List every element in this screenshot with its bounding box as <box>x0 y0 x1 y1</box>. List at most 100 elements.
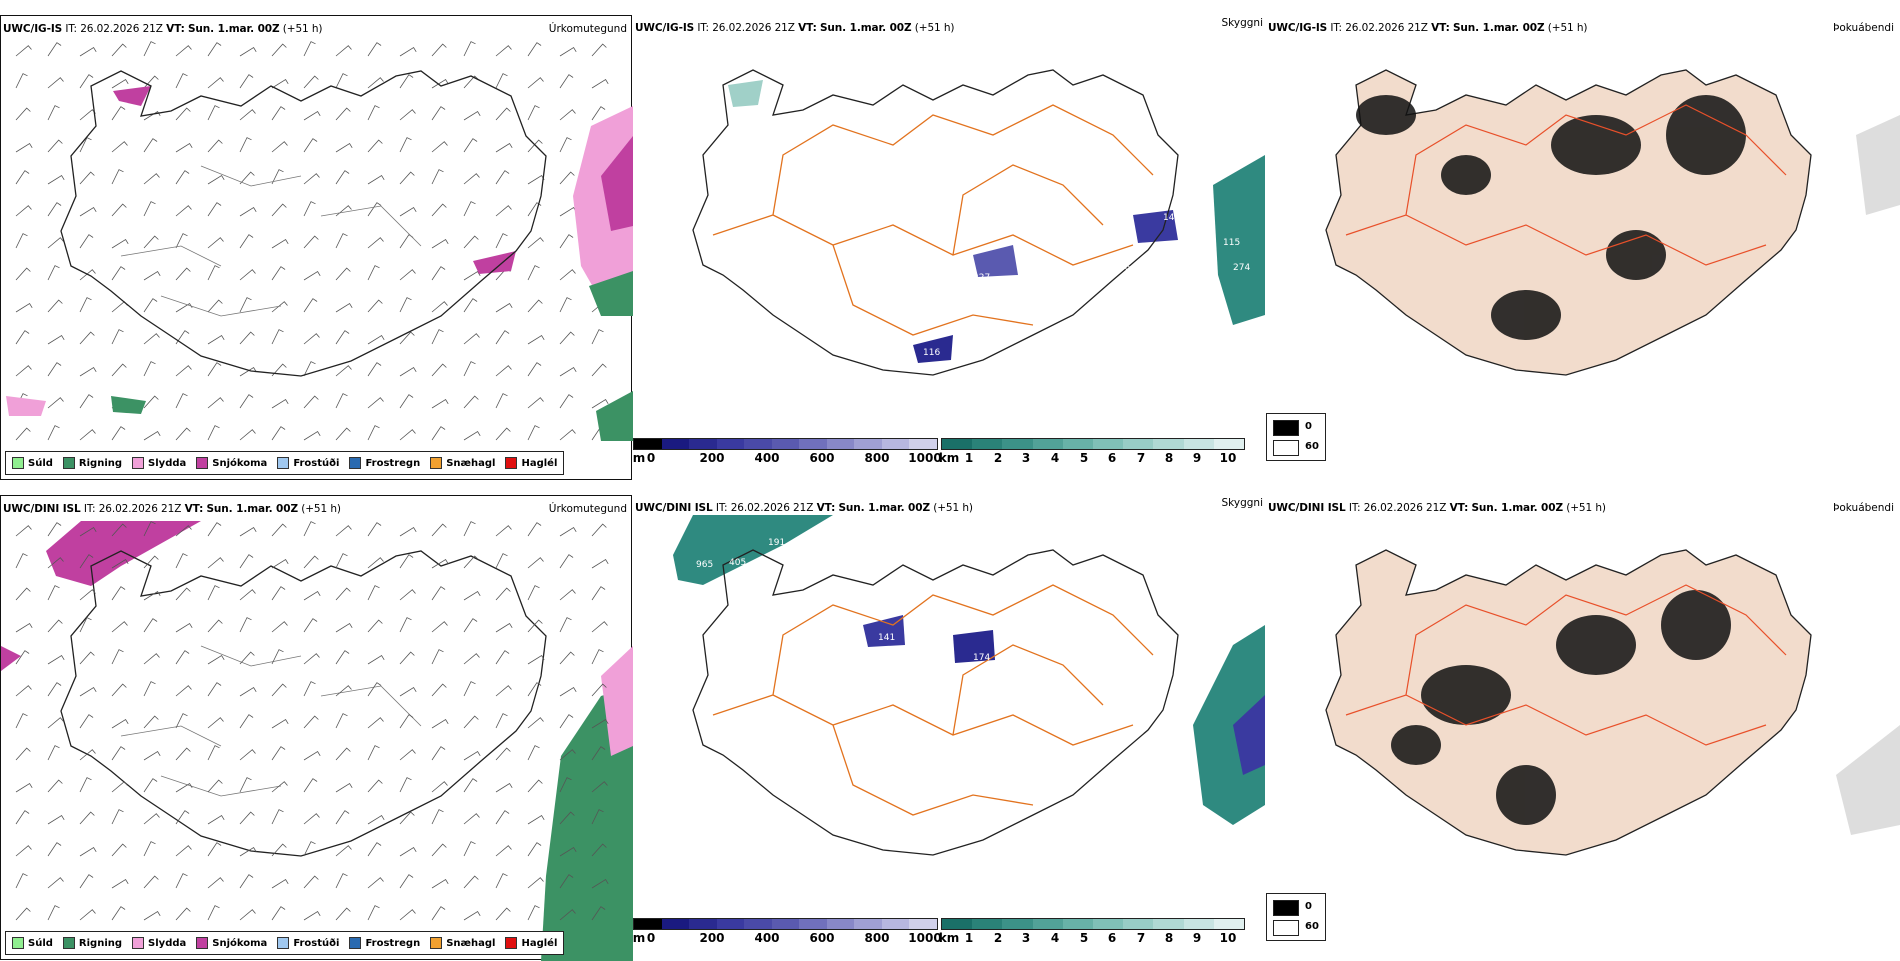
wind-barb <box>431 746 446 761</box>
wind-barb <box>79 749 96 761</box>
wind-barb <box>431 363 447 377</box>
wind-barb <box>143 653 160 665</box>
wind-barb <box>175 267 191 281</box>
wind-barb <box>367 717 384 729</box>
wind-barb <box>559 749 576 761</box>
wind-barb <box>399 811 415 825</box>
wind-barb <box>143 813 160 825</box>
wind-barb <box>591 906 606 921</box>
wind-barb <box>527 842 542 857</box>
wind-barb <box>399 297 412 313</box>
wind-barb <box>399 171 415 185</box>
wind-barb <box>495 747 511 761</box>
fog-areas <box>1356 95 1746 340</box>
rain-area <box>111 396 146 414</box>
wind-barb <box>175 587 191 601</box>
wind-barb <box>175 45 192 57</box>
wind-barb <box>47 905 60 921</box>
cloud-map-bottom: 191 965 405 174 141 <box>673 515 1265 856</box>
wind-barb <box>111 329 124 345</box>
cloud-label: 116 <box>923 348 940 358</box>
wind-barb <box>207 202 222 217</box>
cloud-base-area <box>1233 695 1265 775</box>
wind-barb <box>239 297 252 313</box>
wind-barb <box>335 205 352 217</box>
wind-barb <box>239 206 257 217</box>
hail-swatch <box>505 457 518 469</box>
wind-barb <box>495 45 512 57</box>
wind-barb <box>111 843 127 857</box>
wind-barb <box>335 650 350 665</box>
wind-barb <box>207 334 225 345</box>
cloud-label: 141 <box>878 633 895 643</box>
wind-barb <box>303 430 321 441</box>
wind-barb <box>15 142 33 153</box>
wind-barb <box>143 590 161 601</box>
iceland-outline <box>60 550 547 857</box>
rain-area <box>589 271 633 316</box>
wind-barb <box>239 269 256 281</box>
wind-barb <box>559 811 575 825</box>
wind-barb <box>591 43 607 57</box>
wind-barb <box>399 526 417 537</box>
wind-barb <box>111 106 126 121</box>
wind-barb <box>463 813 480 825</box>
wind-barb <box>431 906 446 921</box>
wind-barb <box>527 174 545 185</box>
wind-barb <box>239 137 252 153</box>
wind-barb <box>399 269 416 281</box>
wind-barb <box>463 298 478 313</box>
wind-barb <box>591 329 604 345</box>
wind-barb <box>335 747 351 761</box>
sleet-area <box>6 396 46 416</box>
wind-barb <box>207 105 220 121</box>
wind-barb <box>431 426 446 441</box>
wind-barb <box>495 205 512 217</box>
wind-barb <box>463 41 476 57</box>
wind-barb <box>495 553 508 569</box>
wind-barb <box>559 74 574 89</box>
wind-barb <box>335 587 351 601</box>
wind-barb <box>207 237 224 249</box>
panel-title: Þokuábendi <box>1833 502 1894 514</box>
visibility-colorbar: km 1 2 3 4 5 6 7 8 9 10 <box>939 438 1245 468</box>
wind-barb <box>335 810 350 825</box>
wind-barb <box>431 301 448 313</box>
wind-barb <box>143 681 156 697</box>
wind-barb <box>207 299 223 313</box>
wind-barb <box>495 302 513 313</box>
wind-barb <box>431 398 449 409</box>
wind-barb <box>15 845 32 857</box>
wind-barb <box>495 622 513 633</box>
wind-barb <box>303 173 320 185</box>
wind-barb <box>143 173 160 185</box>
wind-barb <box>527 779 543 793</box>
wind-barb <box>431 203 447 217</box>
wind-barb <box>559 617 572 633</box>
wind-barb <box>303 910 321 921</box>
wind-barb <box>207 265 220 281</box>
wind-barb <box>239 874 254 889</box>
wind-barb <box>207 745 220 761</box>
wind-barb <box>143 430 161 441</box>
wind-barbs <box>15 41 609 441</box>
wind-barb <box>207 139 223 153</box>
wind-barb <box>15 525 32 537</box>
cloud-label: 274 <box>1233 263 1250 273</box>
wind-barb <box>367 77 384 89</box>
wind-barb <box>207 717 224 729</box>
wind-barb <box>15 810 30 825</box>
wind-barb <box>399 749 416 761</box>
wind-barb <box>527 814 545 825</box>
precip-type-panel-bottom: UWC/DINI ISL IT: 26.02.2026 21Z VT: Sun.… <box>0 495 633 961</box>
panel-header: UWC/DINI ISL IT: 26.02.2026 21Z VT: Sun.… <box>635 502 973 514</box>
wind-barb <box>175 170 190 185</box>
wind-barb <box>79 429 96 441</box>
cloud-base-colorbar: m 0 200 400 600 800 1000 <box>633 918 942 948</box>
wind-barb <box>239 526 257 537</box>
wind-barb <box>559 714 574 729</box>
wind-barb <box>495 810 510 825</box>
wind-barb <box>527 334 545 345</box>
wind-barb <box>79 589 96 601</box>
wind-barb <box>207 397 224 409</box>
